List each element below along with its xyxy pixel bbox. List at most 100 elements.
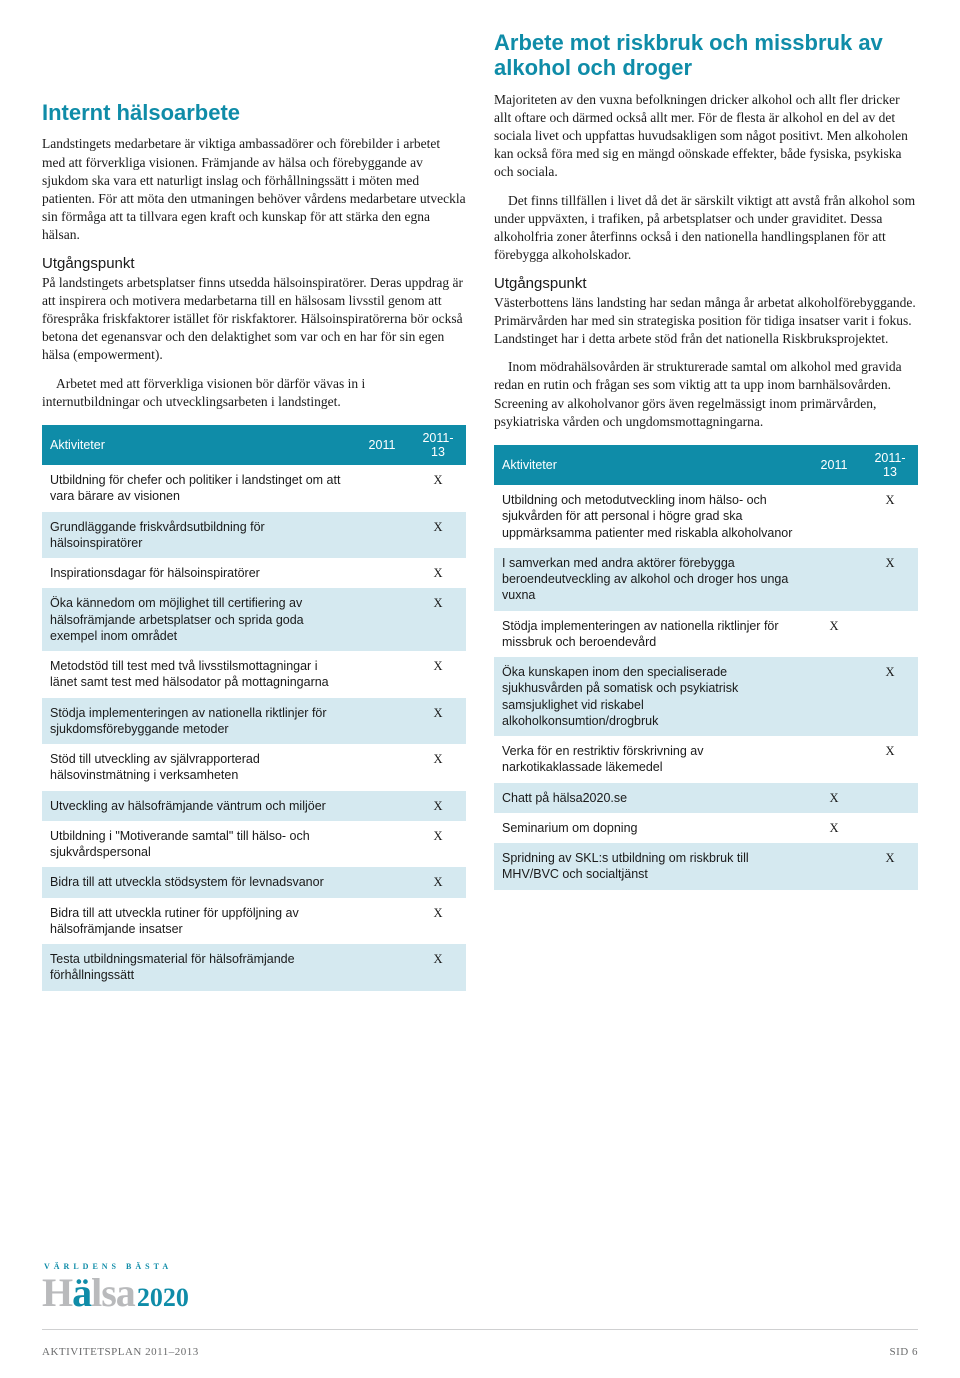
left-p3: Arbetet med att förverkliga visionen bör… bbox=[42, 375, 466, 411]
logo-main: Hälsa 2020 bbox=[42, 1269, 189, 1316]
right-p3: Västerbottens läns landsting har sedan m… bbox=[494, 294, 918, 349]
activity-cell: Öka kännedom om möjlighet till certifier… bbox=[42, 588, 354, 651]
right-column: Arbete mot riskbruk och missbruk av alko… bbox=[494, 30, 918, 991]
activity-cell: Bidra till att utveckla rutiner för uppf… bbox=[42, 898, 354, 945]
table-header-row: Aktiviteter 2011 2011-13 bbox=[42, 425, 466, 465]
mark-2011 bbox=[354, 465, 410, 512]
mark-2011-13: X bbox=[862, 548, 918, 611]
right-table-body: Utbildning och metodutveckling inom häls… bbox=[494, 485, 918, 890]
mark-2011-13: X bbox=[410, 512, 466, 559]
table-row: Testa utbildningsmaterial för hälsofrämj… bbox=[42, 944, 466, 991]
left-activities-table: Aktiviteter 2011 2011-13 Utbildning för … bbox=[42, 425, 466, 991]
footer-rule bbox=[42, 1329, 918, 1330]
table-row: Inspirationsdagar för hälsoinspiratörerX bbox=[42, 558, 466, 588]
mark-2011 bbox=[354, 898, 410, 945]
mark-2011 bbox=[354, 944, 410, 991]
table-row: Bidra till att utveckla rutiner för uppf… bbox=[42, 898, 466, 945]
mark-2011-13: X bbox=[862, 736, 918, 783]
mark-2011-13: X bbox=[862, 657, 918, 736]
table-row: Grundläggande friskvårdsutbildning för h… bbox=[42, 512, 466, 559]
table-row: Utbildning och metodutveckling inom häls… bbox=[494, 485, 918, 548]
table-row: Seminarium om dopningX bbox=[494, 813, 918, 843]
mark-2011-13: X bbox=[410, 791, 466, 821]
table-row: Bidra till att utveckla stödsystem för l… bbox=[42, 867, 466, 897]
mark-2011-13: X bbox=[410, 944, 466, 991]
right-heading: Arbete mot riskbruk och missbruk av alko… bbox=[494, 30, 918, 81]
table-row: Chatt på hälsa2020.seX bbox=[494, 783, 918, 813]
mark-2011 bbox=[354, 651, 410, 698]
table-row: Metodstöd till test med två livsstilsmot… bbox=[42, 651, 466, 698]
logo-year: 2020 bbox=[137, 1283, 189, 1313]
activity-cell: Stöd till utveckling av självrapporterad… bbox=[42, 744, 354, 791]
page-columns: Internt hälsoarbete Landstingets medarbe… bbox=[42, 30, 918, 991]
mark-2011-13: X bbox=[862, 485, 918, 548]
activity-cell: Seminarium om dopning bbox=[494, 813, 806, 843]
right-activities-table: Aktiviteter 2011 2011-13 Utbildning och … bbox=[494, 445, 918, 890]
mark-2011 bbox=[354, 744, 410, 791]
right-p1: Majoriteten av den vuxna befolkningen dr… bbox=[494, 91, 918, 182]
activity-cell: I samverkan med andra aktörer förebygga … bbox=[494, 548, 806, 611]
right-subhead: Utgångspunkt bbox=[494, 275, 918, 292]
mark-2011 bbox=[354, 791, 410, 821]
mark-2011-13: X bbox=[410, 898, 466, 945]
mark-2011 bbox=[806, 485, 862, 548]
left-column: Internt hälsoarbete Landstingets medarbe… bbox=[42, 30, 466, 991]
table-row: Utbildning för chefer och politiker i la… bbox=[42, 465, 466, 512]
activity-cell: Metodstöd till test med två livsstilsmot… bbox=[42, 651, 354, 698]
mark-2011 bbox=[354, 698, 410, 745]
table-row: Utbildning i "Motiverande samtal" till h… bbox=[42, 821, 466, 868]
logo-word: Hälsa bbox=[42, 1269, 135, 1316]
table-row: Utveckling av hälsofrämjande väntrum och… bbox=[42, 791, 466, 821]
activity-cell: Stödja implementeringen av nationella ri… bbox=[494, 611, 806, 658]
mark-2011 bbox=[354, 588, 410, 651]
activity-cell: Inspirationsdagar för hälsoinspiratörer bbox=[42, 558, 354, 588]
footer-left: AKTIVITETSPLAN 2011–2013 bbox=[42, 1346, 199, 1358]
th-activity: Aktiviteter bbox=[494, 445, 806, 485]
activity-cell: Spridning av SKL:s utbildning om riskbru… bbox=[494, 843, 806, 890]
mark-2011-13: X bbox=[410, 588, 466, 651]
th-2011: 2011 bbox=[806, 445, 862, 485]
left-p2: På landstingets arbetsplatser finns utse… bbox=[42, 274, 466, 365]
activity-cell: Bidra till att utveckla stödsystem för l… bbox=[42, 867, 354, 897]
mark-2011 bbox=[806, 657, 862, 736]
mark-2011: X bbox=[806, 783, 862, 813]
activity-cell: Stödja implementeringen av nationella ri… bbox=[42, 698, 354, 745]
left-heading: Internt hälsoarbete bbox=[42, 100, 466, 125]
table-header-row: Aktiviteter 2011 2011-13 bbox=[494, 445, 918, 485]
mark-2011: X bbox=[806, 813, 862, 843]
left-table-body: Utbildning för chefer och politiker i la… bbox=[42, 465, 466, 991]
activity-cell: Utbildning i "Motiverande samtal" till h… bbox=[42, 821, 354, 868]
left-subhead: Utgångspunkt bbox=[42, 255, 466, 272]
mark-2011-13: X bbox=[410, 465, 466, 512]
right-p2: Det finns tillfällen i livet då det är s… bbox=[494, 192, 918, 265]
table-row: Öka kännedom om möjlighet till certifier… bbox=[42, 588, 466, 651]
table-row: Öka kunskapen inom den specialiserade sj… bbox=[494, 657, 918, 736]
table-row: Spridning av SKL:s utbildning om riskbru… bbox=[494, 843, 918, 890]
mark-2011-13: X bbox=[410, 821, 466, 868]
mark-2011-13 bbox=[862, 813, 918, 843]
mark-2011 bbox=[806, 736, 862, 783]
mark-2011: X bbox=[806, 611, 862, 658]
mark-2011 bbox=[806, 548, 862, 611]
table-row: Stödja implementeringen av nationella ri… bbox=[42, 698, 466, 745]
mark-2011-13: X bbox=[410, 867, 466, 897]
mark-2011 bbox=[354, 558, 410, 588]
table-row: Stödja implementeringen av nationella ri… bbox=[494, 611, 918, 658]
th-activity: Aktiviteter bbox=[42, 425, 354, 465]
logo: VÄRLDENS BÄSTA Hälsa 2020 bbox=[42, 1262, 189, 1316]
mark-2011 bbox=[806, 843, 862, 890]
th-2011: 2011 bbox=[354, 425, 410, 465]
mark-2011-13: X bbox=[410, 744, 466, 791]
left-p1: Landstingets medarbetare är viktiga amba… bbox=[42, 135, 466, 244]
mark-2011-13: X bbox=[862, 843, 918, 890]
mark-2011 bbox=[354, 512, 410, 559]
mark-2011-13 bbox=[862, 783, 918, 813]
footer-right: SID 6 bbox=[890, 1346, 918, 1358]
mark-2011-13 bbox=[862, 611, 918, 658]
activity-cell: Testa utbildningsmaterial för hälsofrämj… bbox=[42, 944, 354, 991]
activity-cell: Chatt på hälsa2020.se bbox=[494, 783, 806, 813]
activity-cell: Öka kunskapen inom den specialiserade sj… bbox=[494, 657, 806, 736]
table-row: I samverkan med andra aktörer förebygga … bbox=[494, 548, 918, 611]
mark-2011-13: X bbox=[410, 651, 466, 698]
activity-cell: Grundläggande friskvårdsutbildning för h… bbox=[42, 512, 354, 559]
